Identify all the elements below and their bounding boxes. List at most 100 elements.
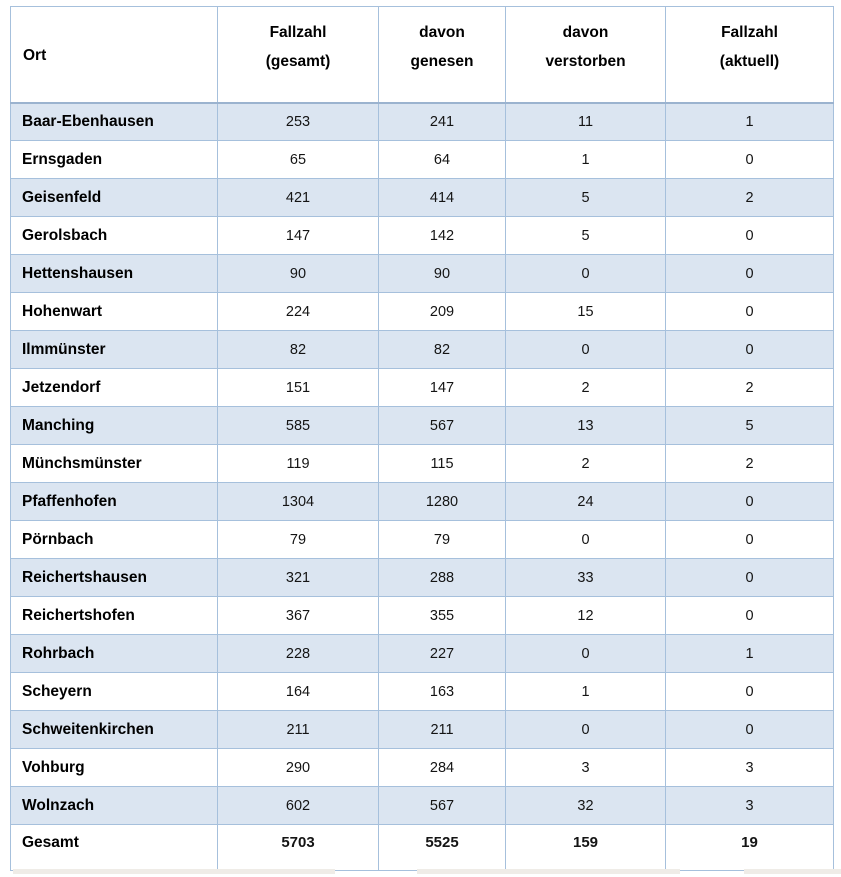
cell-davon-verstorben: 5 — [505, 178, 666, 217]
header-row: Ort Fallzahl (gesamt) davon genesen davo… — [10, 6, 834, 104]
cell-davon-genesen: 142 — [378, 216, 506, 255]
column-header-line-2: (gesamt) — [265, 53, 331, 70]
cell-davon-genesen: 5525 — [378, 824, 506, 871]
column-header: Fallzahl (aktuell) — [665, 6, 834, 104]
column-header: davon verstorben — [505, 6, 666, 104]
cell-davon-genesen: 209 — [378, 292, 506, 331]
table-body: Baar-Ebenhausen 253 241 11 1 Ernsgaden 6… — [10, 102, 834, 871]
cell-davon-verstorben: 159 — [505, 824, 666, 871]
cell-ort: Reichertshausen — [10, 558, 218, 597]
cell-fallzahl-aktuell: 0 — [665, 292, 834, 331]
cell-ort: Hohenwart — [10, 292, 218, 331]
cell-fallzahl-gesamt: 224 — [217, 292, 379, 331]
cell-fallzahl-aktuell: 0 — [665, 672, 834, 711]
cell-fallzahl-aktuell: 19 — [665, 824, 834, 871]
cell-fallzahl-gesamt: 211 — [217, 710, 379, 749]
table-row: Reichertshofen 367 355 12 0 — [10, 596, 834, 635]
page-bottom-fragment — [13, 869, 335, 874]
cell-fallzahl-aktuell: 0 — [665, 520, 834, 559]
cell-ort: Reichertshofen — [10, 596, 218, 635]
cell-fallzahl-aktuell: 1 — [665, 634, 834, 673]
column-header: Fallzahl (gesamt) — [217, 6, 379, 104]
cell-davon-genesen: 414 — [378, 178, 506, 217]
table-row: Gesamt 5703 5525 159 19 — [10, 824, 834, 871]
table-row: Manching 585 567 13 5 — [10, 406, 834, 445]
cell-fallzahl-aktuell: 0 — [665, 558, 834, 597]
cell-ort: Schweitenkirchen — [10, 710, 218, 749]
cell-ort: Gerolsbach — [10, 216, 218, 255]
cell-ort: Ilmmünster — [10, 330, 218, 369]
cell-davon-verstorben: 33 — [505, 558, 666, 597]
cell-ort: Münchsmünster — [10, 444, 218, 483]
cell-davon-verstorben: 11 — [505, 102, 666, 141]
cell-davon-verstorben: 2 — [505, 444, 666, 483]
cell-davon-genesen: 288 — [378, 558, 506, 597]
column-header-line-1: davon — [562, 24, 609, 41]
cell-ort: Ernsgaden — [10, 140, 218, 179]
table-header: Ort Fallzahl (gesamt) davon genesen davo… — [10, 6, 834, 104]
table-row: Baar-Ebenhausen 253 241 11 1 — [10, 102, 834, 141]
cell-davon-genesen: 90 — [378, 254, 506, 293]
cell-fallzahl-aktuell: 0 — [665, 596, 834, 635]
cell-davon-genesen: 163 — [378, 672, 506, 711]
cell-davon-genesen: 79 — [378, 520, 506, 559]
cell-davon-verstorben: 15 — [505, 292, 666, 331]
cell-fallzahl-aktuell: 3 — [665, 786, 834, 825]
cell-fallzahl-aktuell: 2 — [665, 368, 834, 407]
table-row: Gerolsbach 147 142 5 0 — [10, 216, 834, 255]
cell-davon-genesen: 147 — [378, 368, 506, 407]
cell-fallzahl-gesamt: 147 — [217, 216, 379, 255]
column-header-line-2: genesen — [410, 53, 474, 70]
cell-fallzahl-gesamt: 421 — [217, 178, 379, 217]
cell-ort: Manching — [10, 406, 218, 445]
cell-davon-genesen: 1280 — [378, 482, 506, 521]
cell-davon-verstorben: 1 — [505, 140, 666, 179]
cell-davon-verstorben: 2 — [505, 368, 666, 407]
cell-fallzahl-gesamt: 1304 — [217, 482, 379, 521]
table-row: Geisenfeld 421 414 5 2 — [10, 178, 834, 217]
column-header-line-1: Fallzahl — [721, 24, 778, 41]
cell-davon-genesen: 64 — [378, 140, 506, 179]
cell-fallzahl-gesamt: 367 — [217, 596, 379, 635]
cell-davon-verstorben: 0 — [505, 710, 666, 749]
cell-davon-verstorben: 24 — [505, 482, 666, 521]
cell-fallzahl-gesamt: 602 — [217, 786, 379, 825]
cell-davon-verstorben: 3 — [505, 748, 666, 787]
cell-davon-verstorben: 0 — [505, 254, 666, 293]
table-row: Schweitenkirchen 211 211 0 0 — [10, 710, 834, 749]
column-header-line-1: Ort — [23, 47, 47, 64]
cell-fallzahl-aktuell: 0 — [665, 710, 834, 749]
cell-fallzahl-gesamt: 290 — [217, 748, 379, 787]
cell-fallzahl-gesamt: 79 — [217, 520, 379, 559]
cell-fallzahl-aktuell: 0 — [665, 216, 834, 255]
table-row: Vohburg 290 284 3 3 — [10, 748, 834, 787]
column-header-line-1: davon — [419, 24, 465, 41]
page-bottom-fragment — [744, 869, 841, 874]
cell-davon-verstorben: 0 — [505, 520, 666, 559]
cell-fallzahl-gesamt: 321 — [217, 558, 379, 597]
cell-ort: Baar-Ebenhausen — [10, 102, 218, 141]
cell-fallzahl-gesamt: 82 — [217, 330, 379, 369]
cell-davon-verstorben: 5 — [505, 216, 666, 255]
column-header-line-2: verstorben — [545, 53, 626, 70]
table-row: Pörnbach 79 79 0 0 — [10, 520, 834, 559]
cell-davon-verstorben: 13 — [505, 406, 666, 445]
cell-ort: Scheyern — [10, 672, 218, 711]
cell-fallzahl-gesamt: 90 — [217, 254, 379, 293]
cell-fallzahl-aktuell: 2 — [665, 178, 834, 217]
cell-ort: Rohrbach — [10, 634, 218, 673]
table-row: Wolnzach 602 567 32 3 — [10, 786, 834, 825]
cell-fallzahl-aktuell: 2 — [665, 444, 834, 483]
cell-davon-verstorben: 0 — [505, 634, 666, 673]
cell-fallzahl-gesamt: 585 — [217, 406, 379, 445]
column-header-line-2: (aktuell) — [719, 53, 780, 70]
cell-davon-genesen: 82 — [378, 330, 506, 369]
cell-fallzahl-aktuell: 0 — [665, 482, 834, 521]
cell-ort: Pörnbach — [10, 520, 218, 559]
cell-ort: Jetzendorf — [10, 368, 218, 407]
cell-fallzahl-aktuell: 1 — [665, 102, 834, 141]
table-row: Hohenwart 224 209 15 0 — [10, 292, 834, 331]
cell-davon-verstorben: 32 — [505, 786, 666, 825]
cell-fallzahl-aktuell: 0 — [665, 140, 834, 179]
